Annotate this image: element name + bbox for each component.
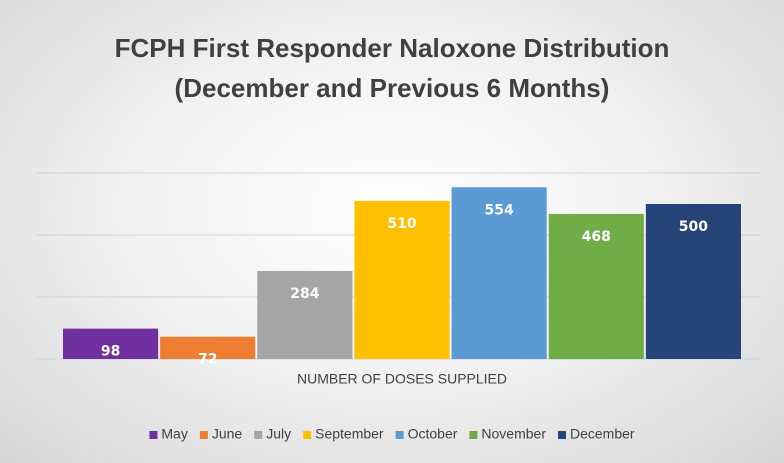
bar	[354, 200, 450, 359]
legend-label: May	[161, 426, 187, 442]
chart-title: FCPH First Responder Naloxone Distributi…	[114, 33, 670, 103]
bar	[63, 328, 159, 359]
data-label: 554	[485, 202, 514, 218]
legend-label: November	[481, 426, 546, 442]
legend-label: October	[408, 426, 458, 442]
data-label: 500	[679, 219, 708, 235]
legend-swatch	[558, 431, 567, 439]
bar	[548, 213, 644, 359]
bar	[451, 187, 547, 359]
legend-label: September	[315, 426, 384, 442]
legend-swatch	[303, 431, 312, 439]
legend-label: June	[212, 426, 243, 442]
data-label: 98	[101, 344, 120, 360]
legend-swatch	[469, 431, 478, 439]
data-label: 510	[387, 216, 416, 232]
legend-label: July	[266, 426, 291, 442]
data-label: 72	[198, 352, 217, 368]
data-label: 284	[290, 286, 319, 302]
bar	[645, 204, 741, 359]
x-tick-label: NUMBER OF DOSES SUPPLIED	[297, 371, 507, 387]
legend-swatch	[199, 431, 208, 439]
legend-swatch	[395, 431, 404, 439]
legend-swatch	[254, 431, 263, 439]
legend-swatch	[149, 431, 158, 439]
legend-label: December	[570, 426, 635, 442]
bar	[160, 336, 256, 359]
data-label: 468	[582, 229, 611, 245]
bar	[257, 270, 353, 359]
